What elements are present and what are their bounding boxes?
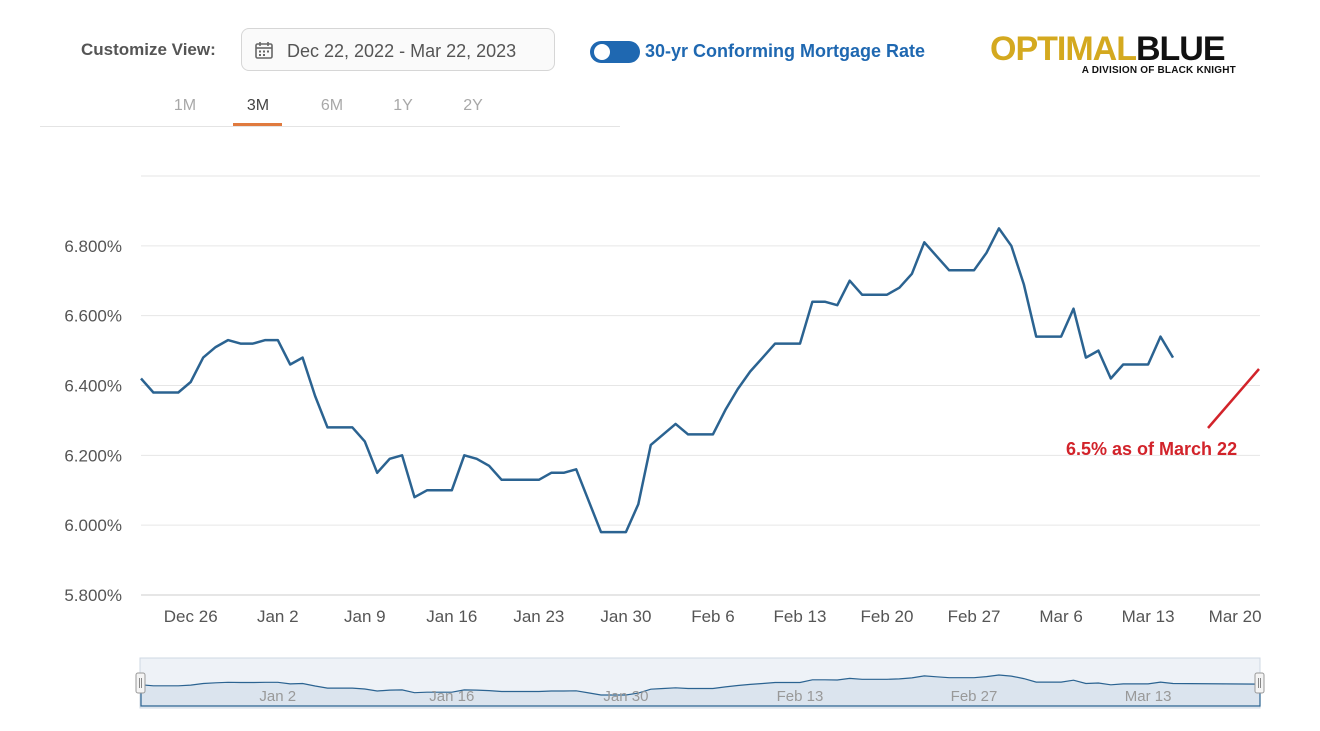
logo-gold-text: OPTIMAL (990, 30, 1137, 68)
y-tick-label: 6.800% (64, 237, 122, 256)
x-tick-label: Feb 13 (773, 607, 826, 626)
x-tick-label: Feb 6 (691, 607, 734, 626)
tab-3m[interactable]: 3M (246, 97, 270, 114)
x-tick-label: Jan 23 (513, 607, 564, 626)
logo-subtitle: A DIVISION OF BLACK KNIGHT (1081, 65, 1236, 76)
navigator-tick-label: Mar 13 (1125, 688, 1172, 705)
series-label[interactable]: 30-yr Conforming Mortgage Rate (645, 41, 926, 61)
navigator-ticks: Jan 2 Jan 16 Jan 30 Feb 13 Feb 27 Mar 13 (259, 688, 1171, 705)
date-range-picker[interactable]: Dec 22, 2022 - Mar 22, 2023 (241, 28, 555, 71)
navigator-area (140, 674, 1261, 707)
x-axis-ticks: Dec 26 Jan 2 Jan 9 Jan 16 Jan 23 Jan 30 Feb 6 F… (164, 607, 1262, 626)
y-tick-label: 5.800% (64, 586, 122, 605)
customize-view-label: Customize View: (81, 40, 216, 59)
tab-1y[interactable]: 1Y (393, 97, 413, 114)
annotation-arrow (1207, 368, 1260, 429)
range-navigator[interactable]: Jan 2 Jan 16 Jan 30 Feb 13 Feb 27 Mar 13 (135, 657, 1265, 709)
x-tick-label: Jan 30 (600, 607, 651, 626)
x-tick-label: Jan 9 (344, 607, 386, 626)
x-tick-label: Jan 2 (257, 607, 299, 626)
x-tick-label: Feb 20 (861, 607, 914, 626)
annotation-label: 6.5% as of March 22 (1066, 439, 1237, 459)
y-tick-label: 6.600% (64, 307, 122, 326)
logo-black-text: BLUE (1135, 30, 1226, 68)
y-tick-label: 6.400% (64, 377, 122, 396)
series-toggle[interactable] (590, 41, 640, 63)
navigator-tick-label: Jan 2 (259, 688, 296, 705)
y-axis-ticks: 6.800% 6.600% 6.400% 6.200% 6.000% 5.800% (64, 237, 122, 605)
x-tick-label: Mar 20 (1209, 607, 1262, 626)
x-tick-label: Feb 27 (948, 607, 1001, 626)
logo-wordmark: OPTIMALBLUE (990, 30, 1226, 68)
series-line (140, 227, 1175, 534)
y-tick-label: 6.000% (64, 516, 122, 535)
navigator-handle-left[interactable] (135, 672, 146, 694)
range-tabs: 1M 3M 6M 1Y 2Y (40, 88, 620, 127)
tab-1m[interactable]: 1M (173, 97, 197, 114)
active-tab-underline (233, 123, 282, 126)
navigator-tick-label: Feb 27 (951, 688, 998, 705)
toolbar: Customize View: Dec 22, 2022 - Mar 22, 2… (0, 0, 1320, 130)
y-tick-label: 6.200% (64, 446, 122, 465)
tab-6m[interactable]: 6M (320, 97, 344, 114)
x-tick-label: Mar 6 (1039, 607, 1082, 626)
optimal-blue-logo: OPTIMALBLUE A DIVISION OF BLACK KNIGHT (990, 30, 1240, 80)
gridlines (141, 175, 1260, 596)
navigator-tick-label: Feb 13 (777, 688, 824, 705)
x-tick-label: Dec 26 (164, 607, 218, 626)
toggle-knob (594, 44, 610, 60)
navigator-tick-label: Jan 16 (429, 688, 474, 705)
x-tick-label: Mar 13 (1122, 607, 1175, 626)
tab-2y[interactable]: 2Y (463, 97, 483, 114)
x-tick-label: Jan 16 (426, 607, 477, 626)
date-range-text: Dec 22, 2022 - Mar 22, 2023 (287, 41, 517, 61)
navigator-tick-label: Jan 30 (603, 688, 648, 705)
calendar-icon (255, 42, 273, 59)
navigator-handle-right[interactable] (1254, 672, 1265, 694)
